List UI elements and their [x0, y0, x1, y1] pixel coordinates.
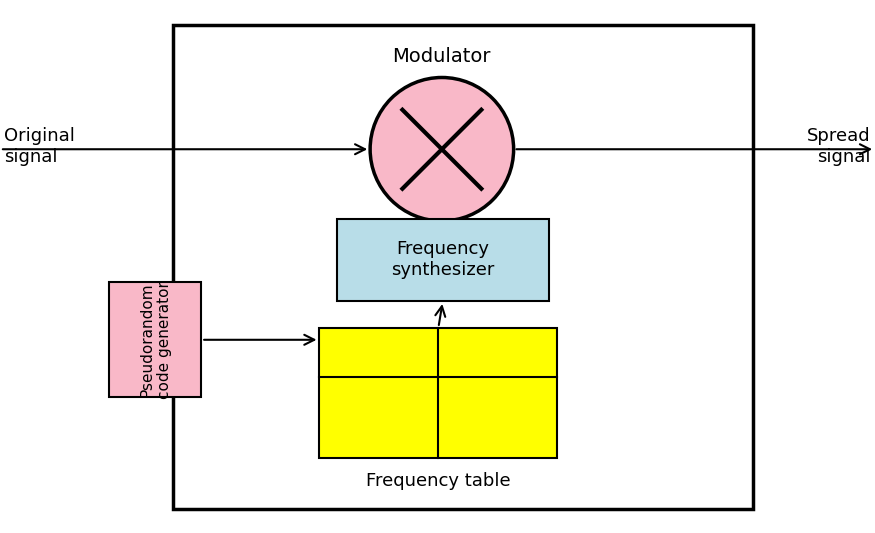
Bar: [173, 25, 752, 509]
Text: Original
signal: Original signal: [4, 127, 75, 166]
Text: Modulator: Modulator: [393, 47, 491, 66]
Text: Spread
signal: Spread signal: [807, 127, 871, 166]
Bar: [319, 328, 557, 458]
Text: Frequency
synthesizer: Frequency synthesizer: [391, 240, 494, 279]
Bar: [337, 219, 549, 301]
Ellipse shape: [370, 77, 514, 221]
Bar: [109, 282, 201, 397]
Text: Frequency table: Frequency table: [366, 472, 511, 490]
Text: Pseudorandom
code generator: Pseudorandom code generator: [139, 281, 172, 399]
